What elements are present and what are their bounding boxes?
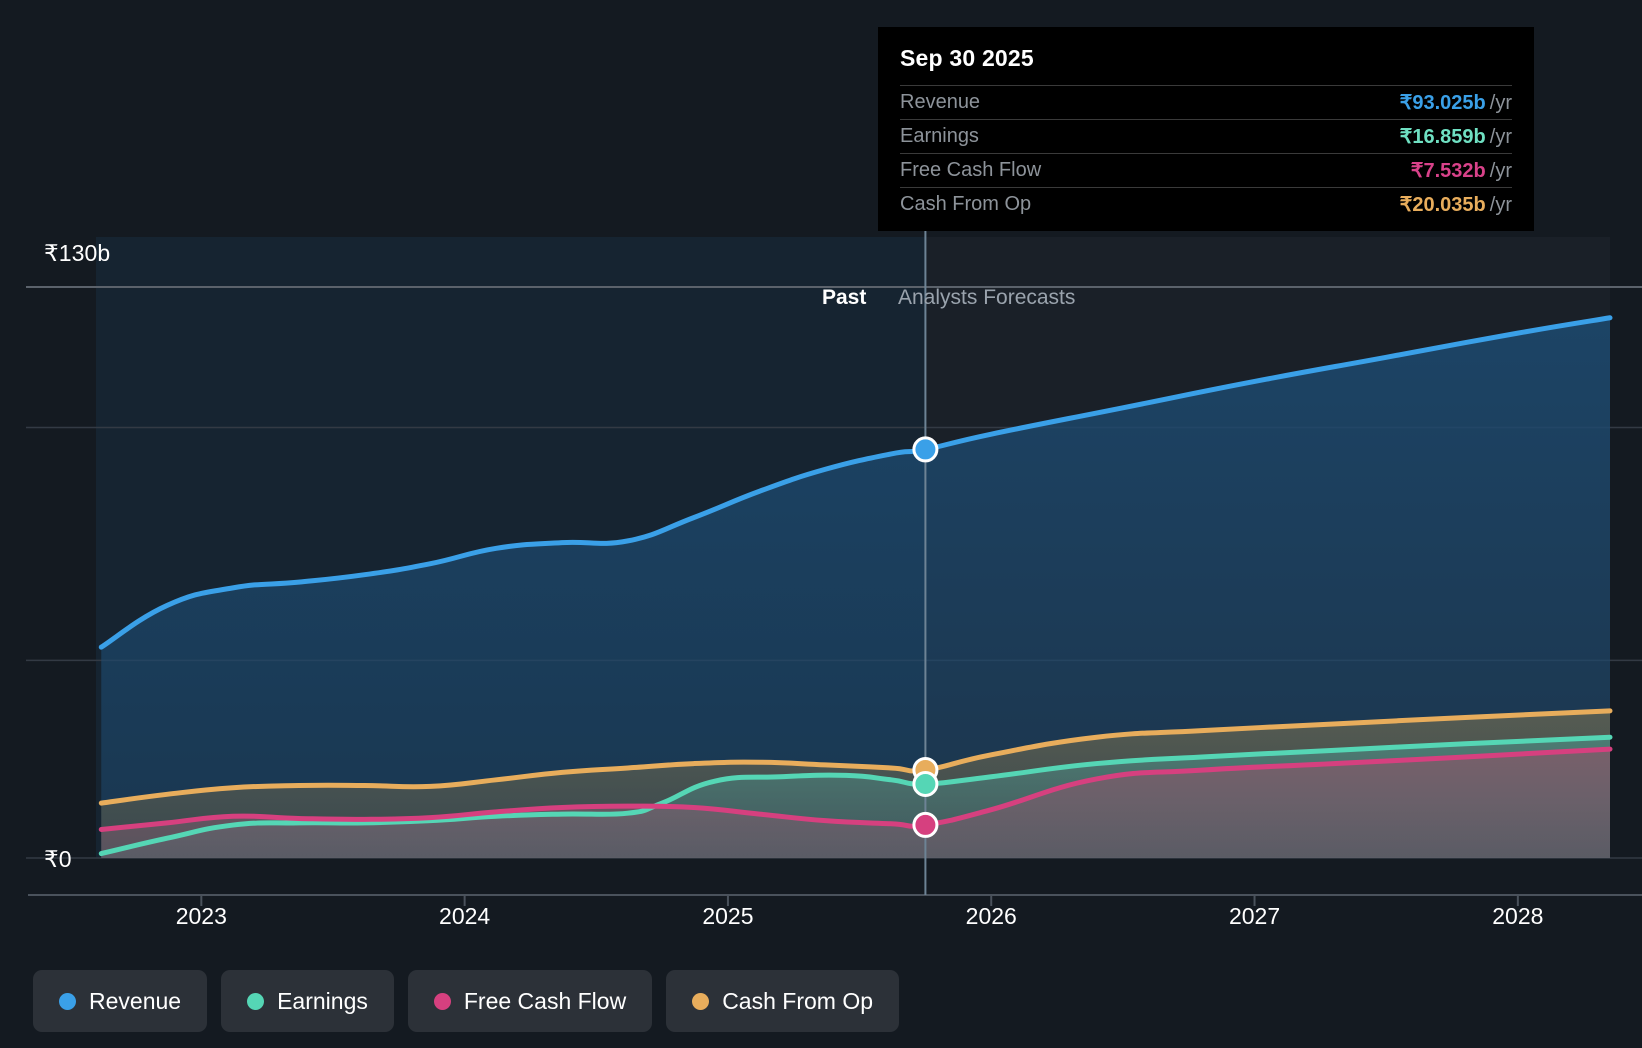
x-axis-label-2027: 2027	[1228, 903, 1281, 929]
legend-item-free-cash-flow[interactable]: Free Cash Flow	[407, 970, 653, 1032]
y-axis-label-min: ₹0	[44, 846, 72, 872]
tooltip-metric-value-wrap: ₹93.025b/yr	[1400, 90, 1512, 115]
legend-color-dot	[433, 992, 451, 1010]
legend-label: Free Cash Flow	[463, 987, 627, 1014]
tooltip-metric-name: Free Cash Flow	[900, 159, 1042, 181]
tooltip-row: Cash From Op ₹20.035b/yr	[900, 187, 1512, 221]
tooltip-row: Revenue ₹93.025b/yr	[900, 85, 1512, 119]
x-axis-label-2024: 2024	[439, 903, 491, 929]
tooltip-metric-unit: /yr	[1489, 160, 1512, 182]
tooltip-metric-value: ₹7.532b	[1410, 160, 1486, 182]
x-axis-label-2023: 2023	[175, 903, 227, 929]
tooltip-metric-value-wrap: ₹7.532b/yr	[1411, 158, 1512, 183]
tooltip-row: Free Cash Flow ₹7.532b/yr	[900, 153, 1512, 187]
x-axis-label-2028: 2028	[1492, 903, 1544, 929]
legend-label: Cash From Op	[722, 987, 874, 1014]
series-markers[interactable]	[912, 436, 939, 838]
era-label-past: Past	[822, 286, 867, 309]
tooltip-metric-value: ₹93.025b	[1399, 92, 1486, 114]
tooltip-rows: Revenue ₹93.025b/yr Earnings ₹16.859b/yr Fre…	[900, 85, 1512, 221]
tooltip-metric-value-wrap: ₹16.859b/yr	[1400, 124, 1512, 149]
tooltip-metric-name: Earnings	[900, 125, 979, 147]
tooltip-metric-name: Cash From Op	[900, 193, 1032, 215]
legend-color-dot	[692, 992, 710, 1010]
x-axis-ticks	[200, 895, 1519, 906]
tooltip-metric-unit: /yr	[1489, 126, 1512, 148]
legend-item-revenue[interactable]: Revenue	[33, 970, 208, 1032]
tooltip-row: Earnings ₹16.859b/yr	[900, 119, 1512, 153]
tooltip-metric-value-wrap: ₹20.035b/yr	[1400, 192, 1512, 217]
legend-item-earnings[interactable]: Earnings	[221, 970, 394, 1032]
legend-label: Earnings	[277, 987, 368, 1014]
tooltip-metric-value: ₹20.035b	[1399, 194, 1486, 216]
y-axis-label-max: ₹130b	[44, 240, 111, 266]
x-axis-label-2025: 2025	[702, 903, 754, 929]
legend-color-dot	[59, 992, 76, 1010]
tooltip-metric-value: ₹16.859b	[1399, 126, 1486, 148]
legend-label: Revenue	[89, 987, 182, 1014]
tooltip-metric-name: Revenue	[900, 91, 981, 113]
legend-item-cash-from-op[interactable]: Cash From Op	[666, 970, 900, 1032]
tooltip-metric-unit: /yr	[1489, 194, 1512, 216]
series-lines	[98, 315, 1613, 857]
chart-legend[interactable]: Revenue Earnings Free Cash Flow Cash From O…	[33, 970, 900, 1032]
era-label-forecast: Analysts Forecasts	[898, 286, 1076, 309]
legend-color-dot	[247, 992, 265, 1010]
data-tooltip: Sep 30 2025 Revenue ₹93.025b/yr Earnings ₹1…	[878, 27, 1534, 231]
x-axis-label-2026: 2026	[965, 903, 1017, 929]
tooltip-metric-unit: /yr	[1489, 92, 1512, 114]
tooltip-date-title: Sep 30 2025	[900, 45, 1034, 71]
